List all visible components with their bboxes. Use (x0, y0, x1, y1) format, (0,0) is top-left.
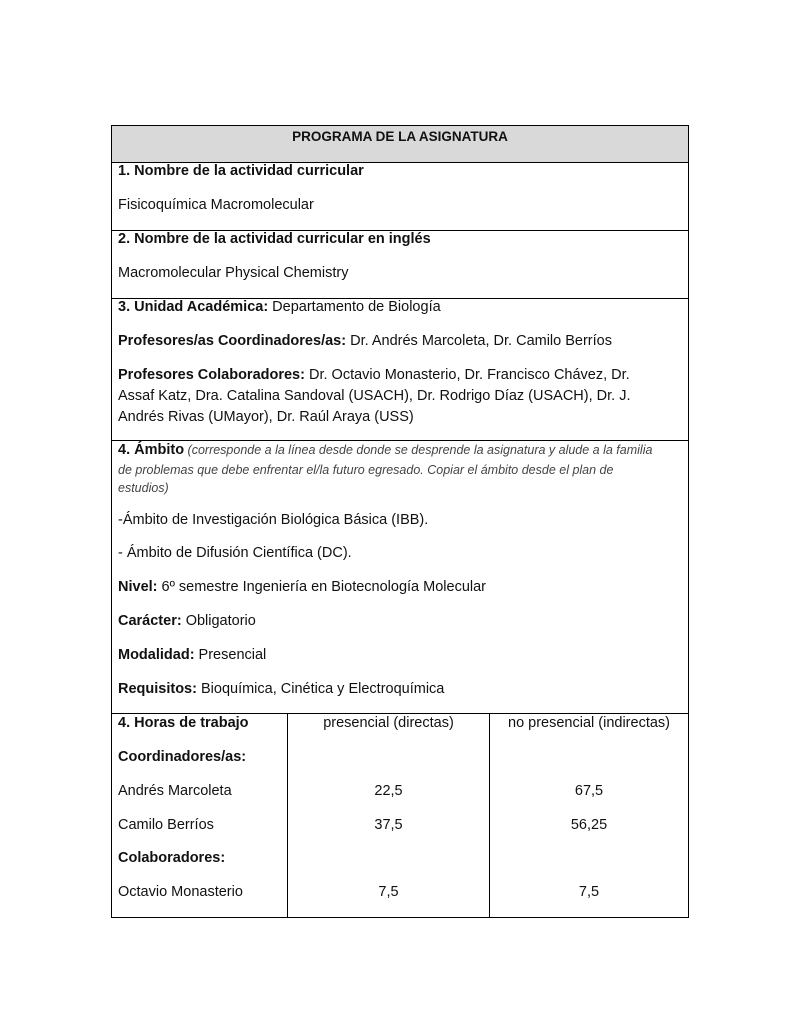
colaboradores: Profesores Colaboradores: Dr. Octavio Mo… (118, 367, 630, 383)
caracter: Carácter: Obligatorio (118, 613, 256, 629)
modalidad: Modalidad: Presencial (118, 647, 267, 663)
s1-label: 1. Nombre de la actividad curricular (118, 163, 364, 179)
nivel: Nivel: 6º semestre Ingeniería en Biotecn… (118, 579, 487, 595)
colaboradores-line3: Andrés Rivas (UMayor), Dr. Raúl Araya (U… (118, 409, 414, 425)
hours-row-name: Camilo Berríos (118, 817, 214, 833)
hours-row-name: Andrés Marcoleta (118, 783, 232, 799)
ambito-note2: de problemas que debe enfrentar el/la fu… (118, 463, 614, 477)
header-row (111, 125, 689, 163)
s2-value: Macromolecular Physical Chemistry (118, 265, 349, 281)
hours-row-indirect: 7,5 (578, 884, 600, 900)
hours-row-direct: 22,5 (374, 783, 403, 799)
requisitos: Requisitos: Bioquímica, Cinética y Elect… (118, 681, 445, 697)
coordinadores: Profesores/as Coordinadores/as: Dr. Andr… (118, 333, 612, 349)
hours-col-indirect (489, 713, 689, 918)
hours-row-indirect: 67,5 (574, 783, 604, 799)
hours-row-name: Octavio Monasterio (118, 884, 243, 900)
unidad: 3. Unidad Académica: Departamento de Bio… (118, 299, 441, 315)
hours-label: 4. Horas de trabajo (118, 715, 249, 731)
colaboradores-line2: Assaf Katz, Dra. Catalina Sandoval (USAC… (118, 388, 631, 404)
hours-row-direct: 37,5 (374, 817, 403, 833)
program-title: PROGRAMA DE LA ASIGNATURA (292, 129, 508, 144)
hours-header-direct: presencial (directas) (323, 715, 454, 731)
hours-header-indirect: no presencial (indirectas) (508, 715, 670, 731)
colab-heading: Colaboradores: (118, 850, 226, 866)
ambito-note3: estudios) (118, 481, 169, 495)
ambito-2: - Ámbito de Difusión Científica (DC). (118, 545, 352, 561)
section-4 (111, 440, 689, 714)
hours-row-indirect: 56,25 (570, 817, 608, 833)
ambito-1: -Ámbito de Investigación Biológica Básic… (118, 512, 429, 528)
s1-value: Fisicoquímica Macromolecular (118, 197, 314, 213)
ambito-label: 4. Ámbito (corresponde a la línea desde … (118, 442, 653, 458)
s2-label: 2. Nombre de la actividad curricular en … (118, 231, 431, 247)
hours-row-direct: 7,5 (378, 884, 399, 900)
coord-heading: Coordinadores/as: (118, 749, 247, 765)
